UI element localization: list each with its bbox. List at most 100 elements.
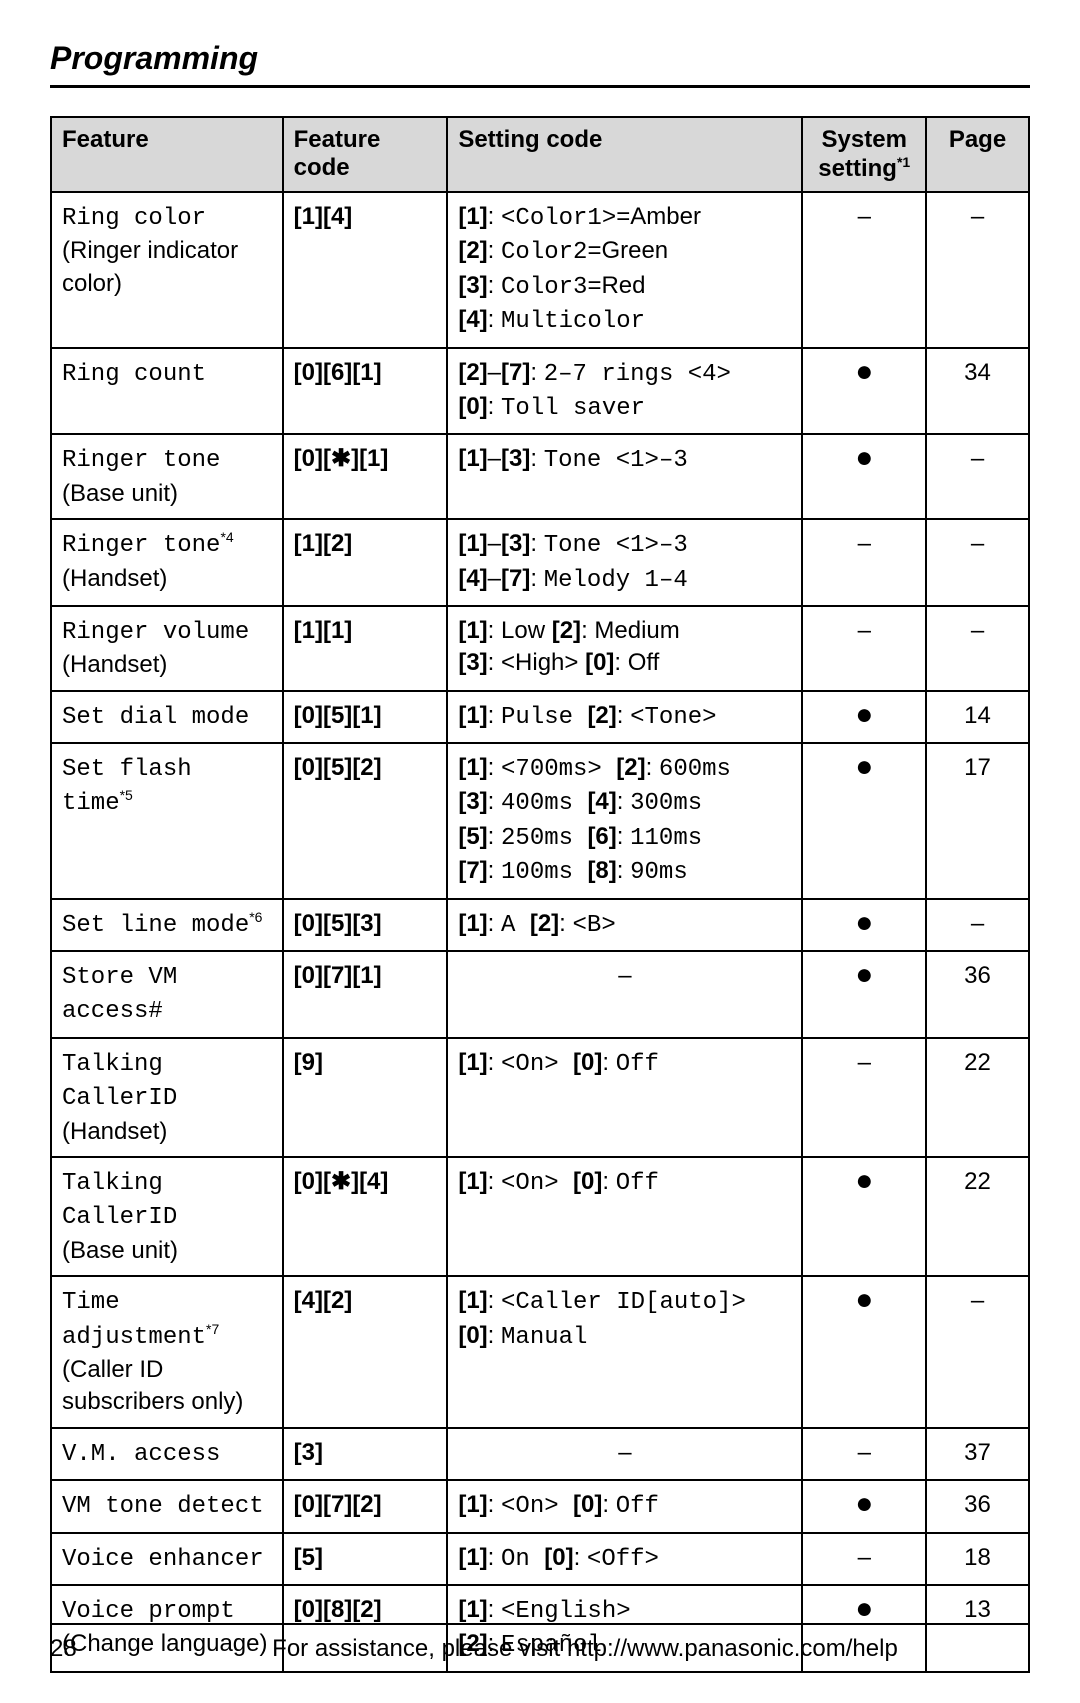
cell-setting-code: [1]: <Color1>=Amber[2]: Color2=Green[3]:… xyxy=(447,192,802,348)
cell-feature-code: [9] xyxy=(283,1038,448,1157)
cell-system-setting: ● xyxy=(802,951,926,1038)
cell-setting-code: [1]: <700ms> [2]: 600ms[3]: 400ms [4]: 3… xyxy=(447,743,802,899)
cell-feature-code: [0][5][1] xyxy=(283,691,448,743)
system-setting-label: System setting xyxy=(818,126,907,182)
table-row: Ring color(Ringer indicator color)[1][4]… xyxy=(51,192,1029,348)
cell-page: 17 xyxy=(926,743,1029,899)
cell-feature: Voice enhancer xyxy=(51,1533,283,1585)
cell-setting-code: [1]–[3]: Tone <1>–3 xyxy=(447,434,802,519)
cell-page: – xyxy=(926,1276,1029,1428)
cell-system-setting: ● xyxy=(802,434,926,519)
cell-page: – xyxy=(926,519,1029,606)
cell-setting-code: [1]: <Caller ID[auto]>[0]: Manual xyxy=(447,1276,802,1428)
cell-setting-code: [1]: <On> [0]: Off xyxy=(447,1038,802,1157)
cell-page: 18 xyxy=(926,1533,1029,1585)
cell-feature-code: [0][7][2] xyxy=(283,1480,448,1532)
cell-system-setting: ● xyxy=(802,1480,926,1532)
cell-feature-code: [1][1] xyxy=(283,606,448,691)
cell-system-setting: ● xyxy=(802,743,926,899)
table-row: Ring count[0][6][1][2]–[7]: 2–7 rings <4… xyxy=(51,348,1029,435)
cell-feature-code: [0][7][1] xyxy=(283,951,448,1038)
table-row: Set line mode*6[0][5][3][1]: A [2]: <B>●… xyxy=(51,899,1029,951)
cell-system-setting: – xyxy=(802,1533,926,1585)
cell-page: 36 xyxy=(926,1480,1029,1532)
cell-setting-code: [1]: <On> [0]: Off xyxy=(447,1157,802,1276)
programming-table: Feature Feature code Setting code System… xyxy=(50,116,1030,1673)
table-row: VM tone detect[0][7][2][1]: <On> [0]: Of… xyxy=(51,1480,1029,1532)
cell-page: – xyxy=(926,434,1029,519)
col-header-system-setting: System setting*1 xyxy=(802,117,926,192)
cell-feature-code: [5] xyxy=(283,1533,448,1585)
cell-page: – xyxy=(926,899,1029,951)
cell-setting-code: [1]: A [2]: <B> xyxy=(447,899,802,951)
cell-feature-code: [0][6][1] xyxy=(283,348,448,435)
cell-feature: Set flash time*5 xyxy=(51,743,283,899)
table-row: Ringer tone(Base unit)[0][✱][1][1]–[3]: … xyxy=(51,434,1029,519)
cell-feature: VM tone detect xyxy=(51,1480,283,1532)
page-footer: 28 For assistance, please visit http://w… xyxy=(50,1623,1030,1663)
cell-feature: Ring color(Ringer indicator color) xyxy=(51,192,283,348)
col-header-page: Page xyxy=(926,117,1029,192)
table-row: Set flash time*5[0][5][2][1]: <700ms> [2… xyxy=(51,743,1029,899)
system-setting-sup: *1 xyxy=(897,154,910,170)
cell-feature: Set dial mode xyxy=(51,691,283,743)
cell-feature: Ringer tone(Base unit) xyxy=(51,434,283,519)
table-row: Ringer volume(Handset)[1][1][1]: Low [2]… xyxy=(51,606,1029,691)
cell-system-setting: ● xyxy=(802,1276,926,1428)
page-number: 28 xyxy=(50,1635,140,1663)
table-row: Talking CallerID(Handset)[9][1]: <On> [0… xyxy=(51,1038,1029,1157)
cell-feature-code: [0][✱][1] xyxy=(283,434,448,519)
cell-setting-code: [1]: Pulse [2]: <Tone> xyxy=(447,691,802,743)
cell-setting-code: [1]: On [0]: <Off> xyxy=(447,1533,802,1585)
cell-page: – xyxy=(926,192,1029,348)
cell-system-setting: – xyxy=(802,1038,926,1157)
cell-feature-code: [0][5][3] xyxy=(283,899,448,951)
cell-feature: Ringer volume(Handset) xyxy=(51,606,283,691)
cell-setting-code: [1]–[3]: Tone <1>–3[4]–[7]: Melody 1–4 xyxy=(447,519,802,606)
cell-setting-code: [1]: <On> [0]: Off xyxy=(447,1480,802,1532)
table-row: Ringer tone*4(Handset)[1][2][1]–[3]: Ton… xyxy=(51,519,1029,606)
cell-system-setting: ● xyxy=(802,1157,926,1276)
cell-feature: Set line mode*6 xyxy=(51,899,283,951)
cell-feature-code: [0][5][2] xyxy=(283,743,448,899)
cell-system-setting: – xyxy=(802,606,926,691)
cell-setting-code: – xyxy=(447,1428,802,1480)
table-row: V.M. access[3]––37 xyxy=(51,1428,1029,1480)
cell-page: 37 xyxy=(926,1428,1029,1480)
cell-feature: Talking CallerID(Handset) xyxy=(51,1038,283,1157)
cell-feature: Ring count xyxy=(51,348,283,435)
cell-feature-code: [4][2] xyxy=(283,1276,448,1428)
cell-feature: Ringer tone*4(Handset) xyxy=(51,519,283,606)
cell-setting-code: – xyxy=(447,951,802,1038)
cell-page: 14 xyxy=(926,691,1029,743)
col-header-setting-code: Setting code xyxy=(447,117,802,192)
table-header-row: Feature Feature code Setting code System… xyxy=(51,117,1029,192)
table-row: Voice enhancer[5][1]: On [0]: <Off>–18 xyxy=(51,1533,1029,1585)
cell-feature: Store VM access# xyxy=(51,951,283,1038)
cell-page: 22 xyxy=(926,1038,1029,1157)
cell-page: – xyxy=(926,606,1029,691)
cell-system-setting: – xyxy=(802,192,926,348)
cell-setting-code: [1]: Low [2]: Medium[3]: <High> [0]: Off xyxy=(447,606,802,691)
cell-system-setting: ● xyxy=(802,899,926,951)
cell-page: 34 xyxy=(926,348,1029,435)
cell-setting-code: [2]–[7]: 2–7 rings <4>[0]: Toll saver xyxy=(447,348,802,435)
cell-feature-code: [1][4] xyxy=(283,192,448,348)
cell-page: 36 xyxy=(926,951,1029,1038)
cell-feature-code: [1][2] xyxy=(283,519,448,606)
col-header-feature: Feature xyxy=(51,117,283,192)
page-title: Programming xyxy=(50,40,1030,88)
cell-feature-code: [3] xyxy=(283,1428,448,1480)
table-row: Time adjustment*7(Caller ID subscribers … xyxy=(51,1276,1029,1428)
cell-feature: Time adjustment*7(Caller ID subscribers … xyxy=(51,1276,283,1428)
cell-system-setting: – xyxy=(802,1428,926,1480)
cell-page: 22 xyxy=(926,1157,1029,1276)
cell-system-setting: – xyxy=(802,519,926,606)
col-header-feature-code: Feature code xyxy=(283,117,448,192)
cell-feature: Talking CallerID(Base unit) xyxy=(51,1157,283,1276)
table-row: Store VM access#[0][7][1]–●36 xyxy=(51,951,1029,1038)
cell-system-setting: ● xyxy=(802,348,926,435)
cell-feature-code: [0][✱][4] xyxy=(283,1157,448,1276)
table-row: Set dial mode[0][5][1][1]: Pulse [2]: <T… xyxy=(51,691,1029,743)
cell-system-setting: ● xyxy=(802,691,926,743)
